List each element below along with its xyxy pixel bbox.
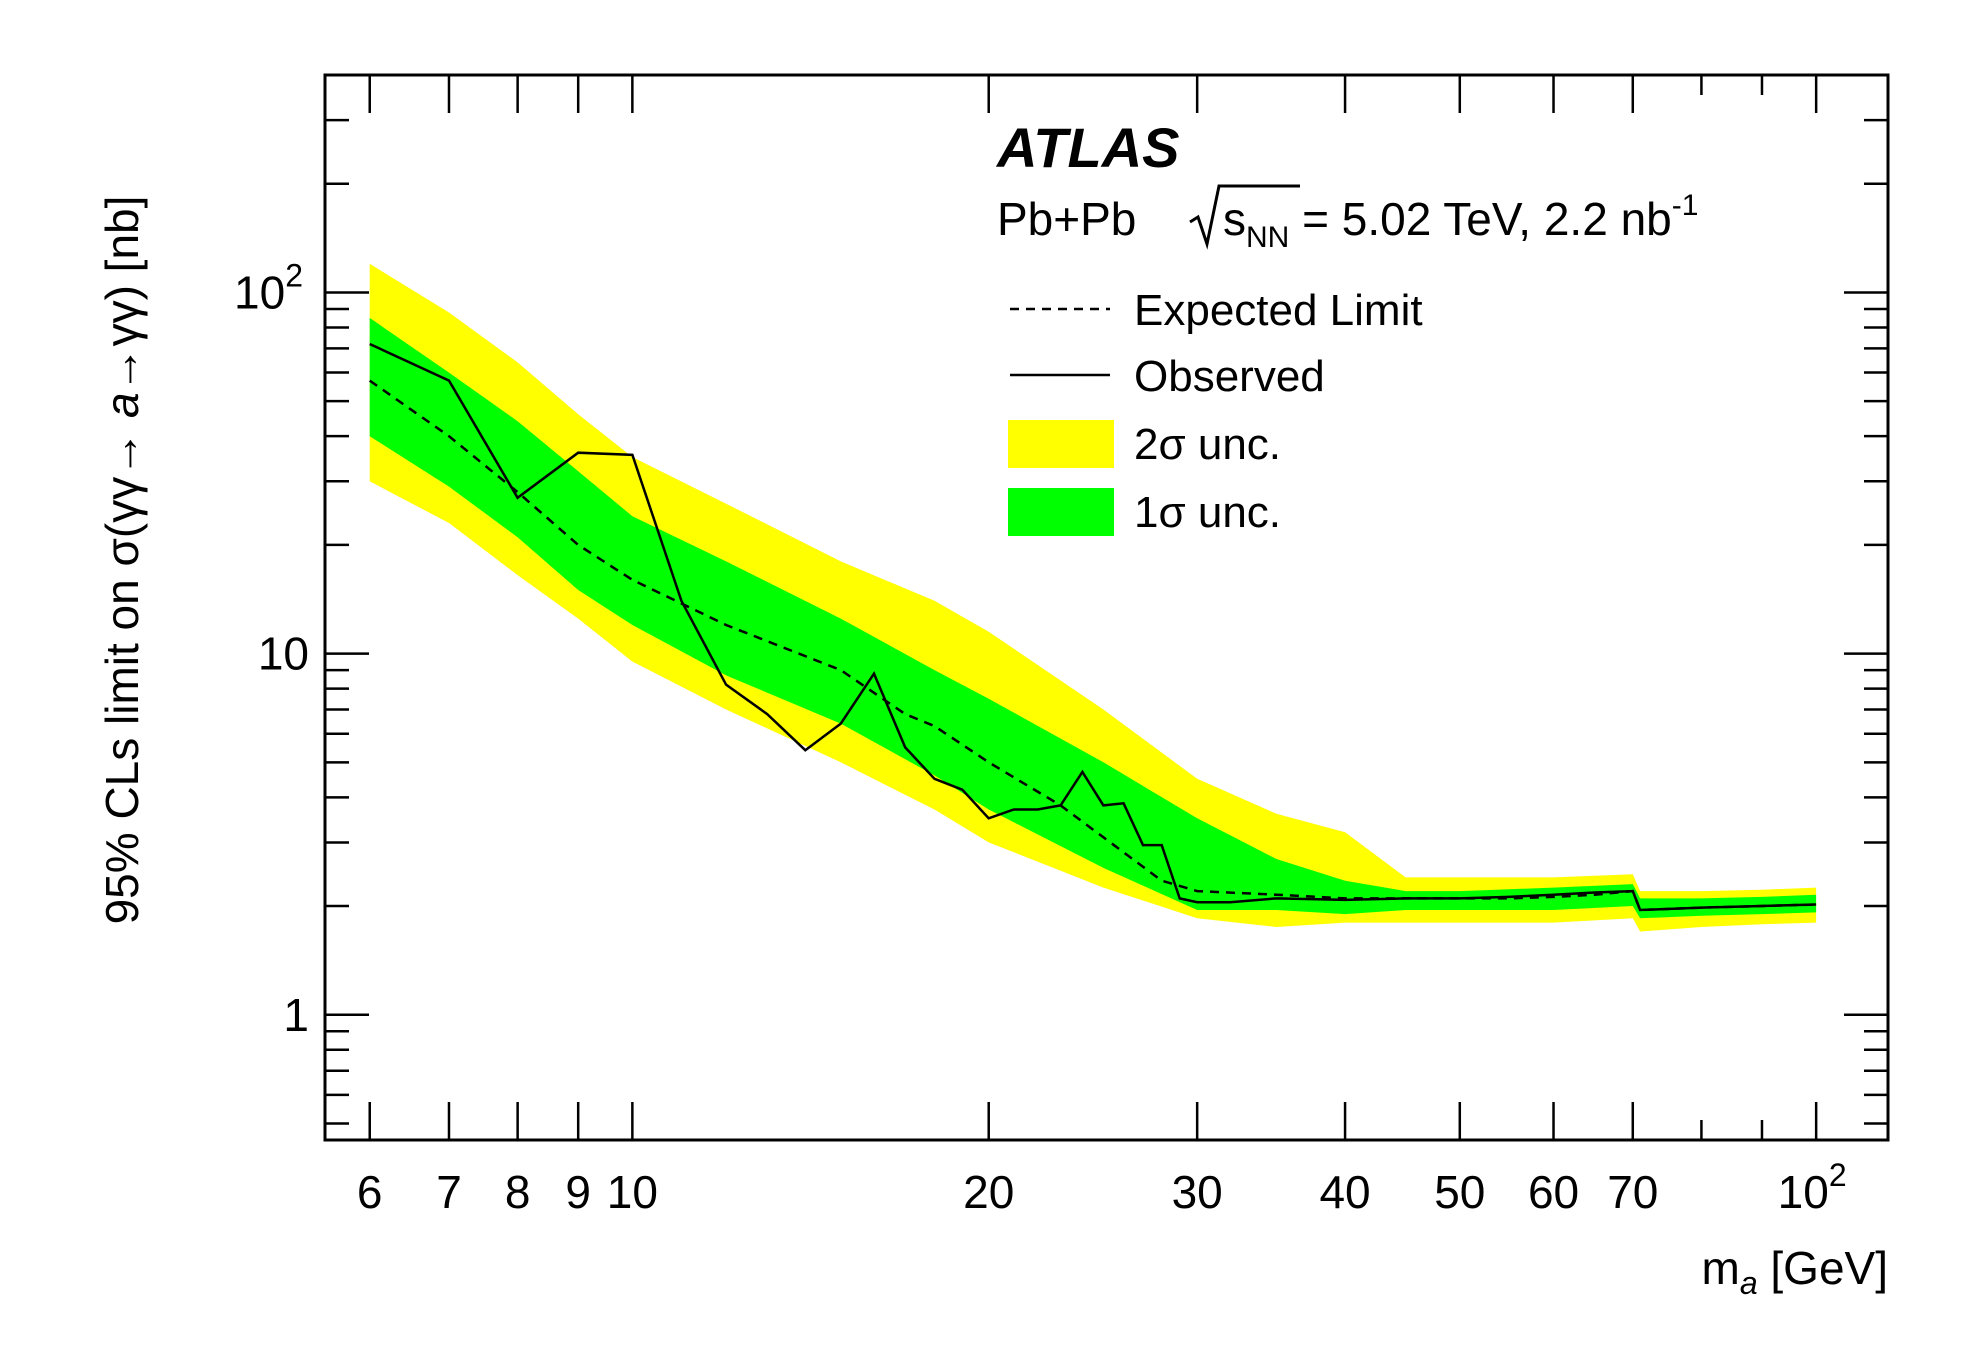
legend: Expected Limit Observed 2σ unc. 1σ unc. [1008, 286, 1423, 537]
x-tick-label: 10 [607, 1166, 658, 1218]
x-tick-label: 40 [1319, 1166, 1370, 1218]
experiment-label: ATLAS [995, 116, 1180, 179]
x-tick-label: 70 [1607, 1166, 1658, 1218]
collision-info: Pb+Pb sNN = 5.02 TeV, 2.2 nb-1 [997, 184, 1698, 254]
sqrt-symbol [1189, 184, 1300, 250]
legend-observed-label: Observed [1134, 352, 1325, 401]
x-tick-label: 9 [565, 1166, 591, 1218]
limit-lines [368, 342, 1817, 912]
x-axis-label: ma [GeV] [1701, 1242, 1888, 1301]
x-tick-label: 50 [1434, 1166, 1485, 1218]
svg-text:Pb+Pb: Pb+Pb [997, 193, 1136, 245]
y-tick-label: 102 [234, 257, 303, 318]
legend-2sigma-label: 2σ unc. [1134, 420, 1281, 469]
band-1sigma [369, 317, 1817, 919]
svg-text:sNN = 5.02 TeV, 2.2 nb-1: sNN = 5.02 TeV, 2.2 nb-1 [1223, 189, 1698, 254]
x-tick-label: 30 [1172, 1166, 1223, 1218]
legend-2sigma-swatch [1008, 420, 1114, 468]
plot-frame [323, 73, 1890, 1142]
y-axis-label: 95% CLs limit on σ(γγ→ a→γγ) [nb] [96, 196, 148, 925]
x-tick-label: 60 [1528, 1166, 1579, 1218]
legend-1sigma-swatch [1008, 488, 1114, 536]
axis-ticks [325, 73, 1888, 1140]
x-tick-label: 102 [1778, 1157, 1847, 1218]
y-tick-label: 1 [283, 989, 309, 1041]
x-tick-label: 7 [436, 1166, 462, 1218]
uncertainty-bands [369, 263, 1817, 932]
x-tick-label: 6 [357, 1166, 383, 1218]
observed-limit-line [369, 342, 1817, 912]
tick-labels: 6 7 8 9 10 20 30 40 50 60 70 102 1 10 102 [234, 257, 1847, 1218]
legend-1sigma-label: 1σ unc. [1134, 488, 1281, 537]
x-tick-label: 20 [963, 1166, 1014, 1218]
legend-expected-label: Expected Limit [1134, 286, 1423, 335]
x-tick-label: 8 [505, 1166, 531, 1218]
y-tick-label: 10 [258, 628, 309, 680]
